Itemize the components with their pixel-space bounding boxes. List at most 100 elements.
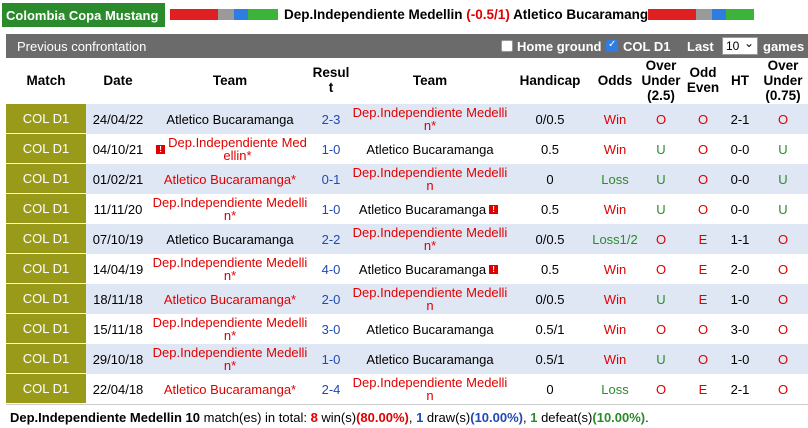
ou-cell: O: [655, 231, 667, 247]
odds-cell[interactable]: Loss1/2: [592, 231, 638, 247]
home-team-name[interactable]: Dep.Independiente Medellin: [284, 7, 463, 22]
odds-cell[interactable]: Win: [603, 141, 627, 157]
odds-cell[interactable]: Loss: [601, 171, 629, 187]
hcap-cell: 0.5/1: [535, 321, 565, 337]
odds-cell[interactable]: Win: [603, 201, 627, 217]
col-header-ou075-l1: Over: [767, 58, 799, 73]
home-team-name[interactable]: Atletico Bucaramanga: [166, 233, 293, 246]
table-row: COL D1 01/02/21 Atletico Bucaramanga* 0-1 De…: [6, 164, 808, 194]
league-cell[interactable]: COL D1: [6, 314, 86, 344]
home-team-name-l1: Dep.Independiente Medelli: [152, 255, 308, 270]
score-cell[interactable]: 2-3: [321, 111, 341, 127]
score-cell[interactable]: 1-0: [321, 141, 341, 157]
score-cell[interactable]: 4-0: [321, 261, 341, 277]
col-header-oe-l1: Odd: [689, 65, 717, 80]
score-cell[interactable]: 2-2: [321, 231, 341, 247]
home-ground-checkbox[interactable]: [501, 40, 513, 52]
home-team-cell[interactable]: Atletico Bucaramanga*: [150, 164, 310, 194]
league-cell[interactable]: COL D1: [6, 104, 86, 134]
hcap-cell: 0.5: [540, 141, 560, 157]
home-team-cell[interactable]: Atletico Bucaramanga*: [150, 284, 310, 314]
away-team-cell[interactable]: Atletico Bucaramanga!: [352, 254, 508, 284]
odds-cell[interactable]: Loss: [601, 381, 629, 397]
last-games-select[interactable]: 10: [722, 35, 758, 55]
league-cell[interactable]: COL D1: [6, 254, 86, 284]
away-team-cell[interactable]: Atletico Bucaramanga: [352, 134, 508, 164]
away-team-name[interactable]: Dep.Independiente Medelli n: [353, 286, 508, 312]
odds-cell[interactable]: Win: [603, 321, 627, 337]
league-cell[interactable]: COL D1: [6, 224, 86, 254]
hcap-cell: 0.5: [540, 201, 560, 217]
home-team-cell[interactable]: Atletico Bucaramanga: [150, 104, 310, 134]
away-team-name[interactable]: Dep.Independiente Medelli n*: [353, 106, 508, 132]
ou-cell: O: [655, 111, 667, 127]
away-team-cell[interactable]: Atletico Bucaramanga: [352, 314, 508, 344]
home-team-name[interactable]: Atletico Bucaramanga: [166, 113, 293, 126]
score-cell[interactable]: 1-0: [321, 201, 341, 217]
away-team-name-l1: Dep.Independiente Medelli: [352, 375, 508, 390]
score-cell[interactable]: 0-1: [321, 171, 341, 187]
odds-cell[interactable]: Win: [603, 291, 627, 307]
away-team-name[interactable]: Atletico Bucaramanga: [359, 263, 486, 276]
home-team-name[interactable]: Atletico Bucaramanga*: [164, 293, 296, 306]
away-team-name[interactable]: Atletico Bucaramanga: [366, 323, 493, 336]
away-team-name[interactable]: Dep.Independiente Medelli n: [353, 376, 508, 402]
away-team-name[interactable]: Atletico Bucaramanga: [366, 353, 493, 366]
col-header-result-l2: t: [328, 80, 334, 95]
league-cell[interactable]: COL D1: [6, 284, 86, 314]
home-team-cell[interactable]: Dep.Independiente Medelli n*: [150, 194, 310, 224]
away-team-cell[interactable]: Dep.Independiente Medelli n*: [352, 104, 508, 134]
odds-cell[interactable]: Win: [603, 111, 627, 127]
away-team-name[interactable]: Dep.Independiente Medelli n*: [353, 226, 508, 252]
away-team-cell[interactable]: Dep.Independiente Medelli n: [352, 164, 508, 194]
home-team-cell[interactable]: Dep.Independiente Medelli n*: [150, 254, 310, 284]
odds-cell[interactable]: Win: [603, 261, 627, 277]
score-cell[interactable]: 1-0: [321, 351, 341, 367]
col-header-ou-l1: Over: [645, 58, 677, 73]
home-team-name-l1: Atletico Bucaramanga: [166, 111, 294, 127]
away-team-cell[interactable]: Atletico Bucaramanga: [352, 344, 508, 374]
summary-end: .: [645, 410, 649, 425]
away-team-name[interactable]: Atletico Bucaramanga: [513, 7, 656, 22]
away-team-cell[interactable]: Dep.Independiente Medelli n*: [352, 224, 508, 254]
away-team-name[interactable]: Atletico Bucaramanga: [366, 143, 493, 156]
home-team-cell[interactable]: Atletico Bucaramanga: [150, 224, 310, 254]
table-row: COL D1 11/11/20 Dep.Independiente Medelli n…: [6, 194, 808, 224]
league-cell[interactable]: COL D1: [6, 344, 86, 374]
date-cell: 11/11/20: [93, 201, 143, 217]
league-cell[interactable]: COL D1: [6, 134, 86, 164]
date-cell: 15/11/18: [93, 321, 143, 337]
summary-wins: 8: [310, 410, 318, 425]
odds-cell[interactable]: Win: [603, 351, 627, 367]
home-team-cell[interactable]: Atletico Bucaramanga*: [150, 374, 310, 404]
summary-wins-label: win(s): [317, 410, 357, 425]
score-cell[interactable]: 2-4: [321, 381, 341, 397]
league-cell[interactable]: COL D1: [6, 374, 86, 404]
away-team-cell[interactable]: Dep.Independiente Medelli n: [352, 284, 508, 314]
league-cell[interactable]: COL D1: [6, 194, 86, 224]
away-team-name[interactable]: Atletico Bucaramanga: [359, 203, 486, 216]
away-team-name-l2: n: [426, 178, 434, 193]
home-team-cell[interactable]: Dep.Independiente Medelli n*: [150, 344, 310, 374]
home-team-name-l1: Dep.Independiente Med: [168, 135, 307, 150]
away-team-cell[interactable]: Atletico Bucaramanga!: [352, 194, 508, 224]
league-cell[interactable]: COL D1: [6, 164, 86, 194]
score-cell[interactable]: 3-0: [321, 321, 341, 337]
col-header-result: Resul t: [310, 65, 352, 95]
home-team-cell[interactable]: Dep.Independiente Medelli n*: [150, 314, 310, 344]
away-team-cell[interactable]: Dep.Independiente Medelli n: [352, 374, 508, 404]
home-team-name[interactable]: Atletico Bucaramanga*: [164, 383, 296, 396]
home-team-name-l1: Dep.Independiente Medelli: [152, 345, 308, 360]
score-cell[interactable]: 2-0: [321, 291, 341, 307]
home-team-name[interactable]: Atletico Bucaramanga*: [164, 173, 296, 186]
away-team-name[interactable]: Dep.Independiente Medelli n: [353, 166, 508, 192]
home-team-cell[interactable]: ! Dep.Independiente Med ellin*: [150, 134, 310, 164]
league-name[interactable]: Colombia Copa Mustang: [2, 3, 165, 27]
col-d1-checkbox[interactable]: [606, 39, 618, 52]
ou2-cell: U: [778, 201, 788, 217]
